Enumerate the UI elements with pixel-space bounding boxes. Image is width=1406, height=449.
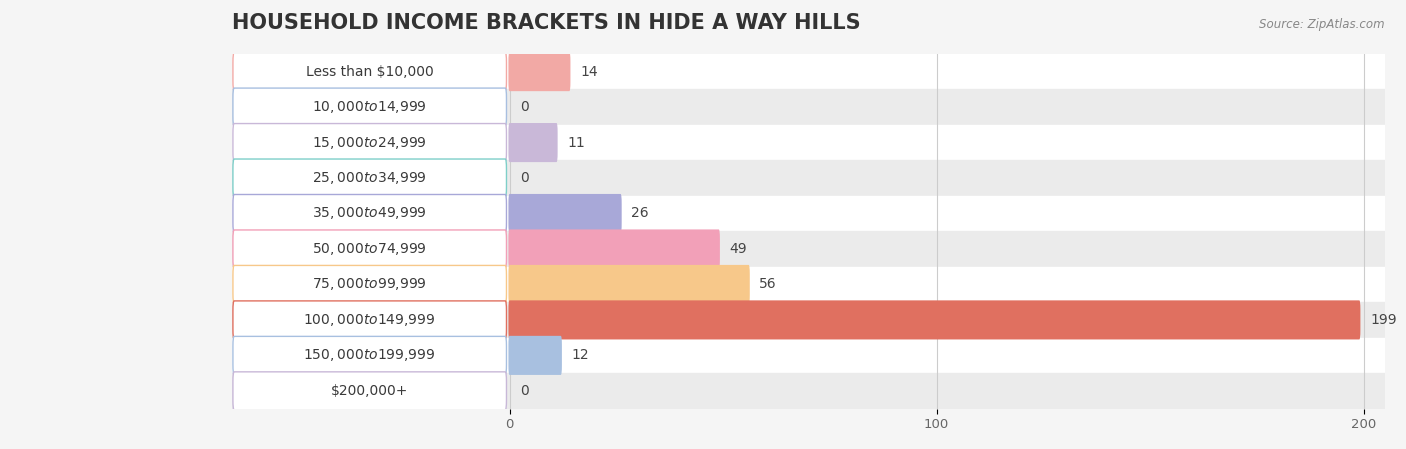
- Text: 14: 14: [581, 65, 598, 79]
- FancyBboxPatch shape: [233, 372, 506, 410]
- Text: $35,000 to $49,999: $35,000 to $49,999: [312, 206, 427, 221]
- FancyBboxPatch shape: [509, 265, 749, 304]
- FancyBboxPatch shape: [233, 336, 506, 374]
- Text: $15,000 to $24,999: $15,000 to $24,999: [312, 135, 427, 150]
- Text: 0: 0: [520, 100, 529, 114]
- Bar: [232, 160, 1385, 196]
- FancyBboxPatch shape: [509, 300, 1361, 339]
- Text: $25,000 to $34,999: $25,000 to $34,999: [312, 170, 427, 186]
- Text: 12: 12: [571, 348, 589, 362]
- Bar: [232, 54, 1385, 89]
- Text: HOUSEHOLD INCOME BRACKETS IN HIDE A WAY HILLS: HOUSEHOLD INCOME BRACKETS IN HIDE A WAY …: [232, 13, 860, 33]
- FancyBboxPatch shape: [509, 229, 720, 269]
- FancyBboxPatch shape: [509, 123, 558, 162]
- Text: $100,000 to $149,999: $100,000 to $149,999: [304, 312, 436, 328]
- Text: $50,000 to $74,999: $50,000 to $74,999: [312, 241, 427, 257]
- FancyBboxPatch shape: [233, 301, 506, 339]
- Bar: [232, 196, 1385, 231]
- Bar: [232, 338, 1385, 373]
- Text: 0: 0: [520, 171, 529, 185]
- FancyBboxPatch shape: [233, 88, 506, 126]
- FancyBboxPatch shape: [233, 159, 506, 197]
- FancyBboxPatch shape: [509, 52, 571, 91]
- Text: $10,000 to $14,999: $10,000 to $14,999: [312, 99, 427, 115]
- FancyBboxPatch shape: [233, 265, 506, 304]
- Text: 199: 199: [1369, 313, 1396, 327]
- Text: Less than $10,000: Less than $10,000: [307, 65, 433, 79]
- Text: $75,000 to $99,999: $75,000 to $99,999: [312, 277, 427, 292]
- FancyBboxPatch shape: [233, 194, 506, 233]
- FancyBboxPatch shape: [509, 336, 562, 375]
- FancyBboxPatch shape: [509, 194, 621, 233]
- Text: 49: 49: [730, 242, 747, 256]
- FancyBboxPatch shape: [233, 230, 506, 268]
- Bar: [232, 373, 1385, 409]
- Text: $200,000+: $200,000+: [330, 384, 408, 398]
- FancyBboxPatch shape: [233, 53, 506, 91]
- Bar: [232, 125, 1385, 160]
- Text: 11: 11: [567, 136, 585, 150]
- Text: 56: 56: [759, 277, 778, 291]
- Bar: [232, 267, 1385, 302]
- Bar: [232, 231, 1385, 267]
- Text: Source: ZipAtlas.com: Source: ZipAtlas.com: [1260, 18, 1385, 31]
- Bar: [232, 302, 1385, 338]
- Bar: [232, 89, 1385, 125]
- Text: 26: 26: [631, 207, 648, 220]
- Text: $150,000 to $199,999: $150,000 to $199,999: [304, 348, 436, 363]
- FancyBboxPatch shape: [233, 123, 506, 162]
- Text: 0: 0: [520, 384, 529, 398]
